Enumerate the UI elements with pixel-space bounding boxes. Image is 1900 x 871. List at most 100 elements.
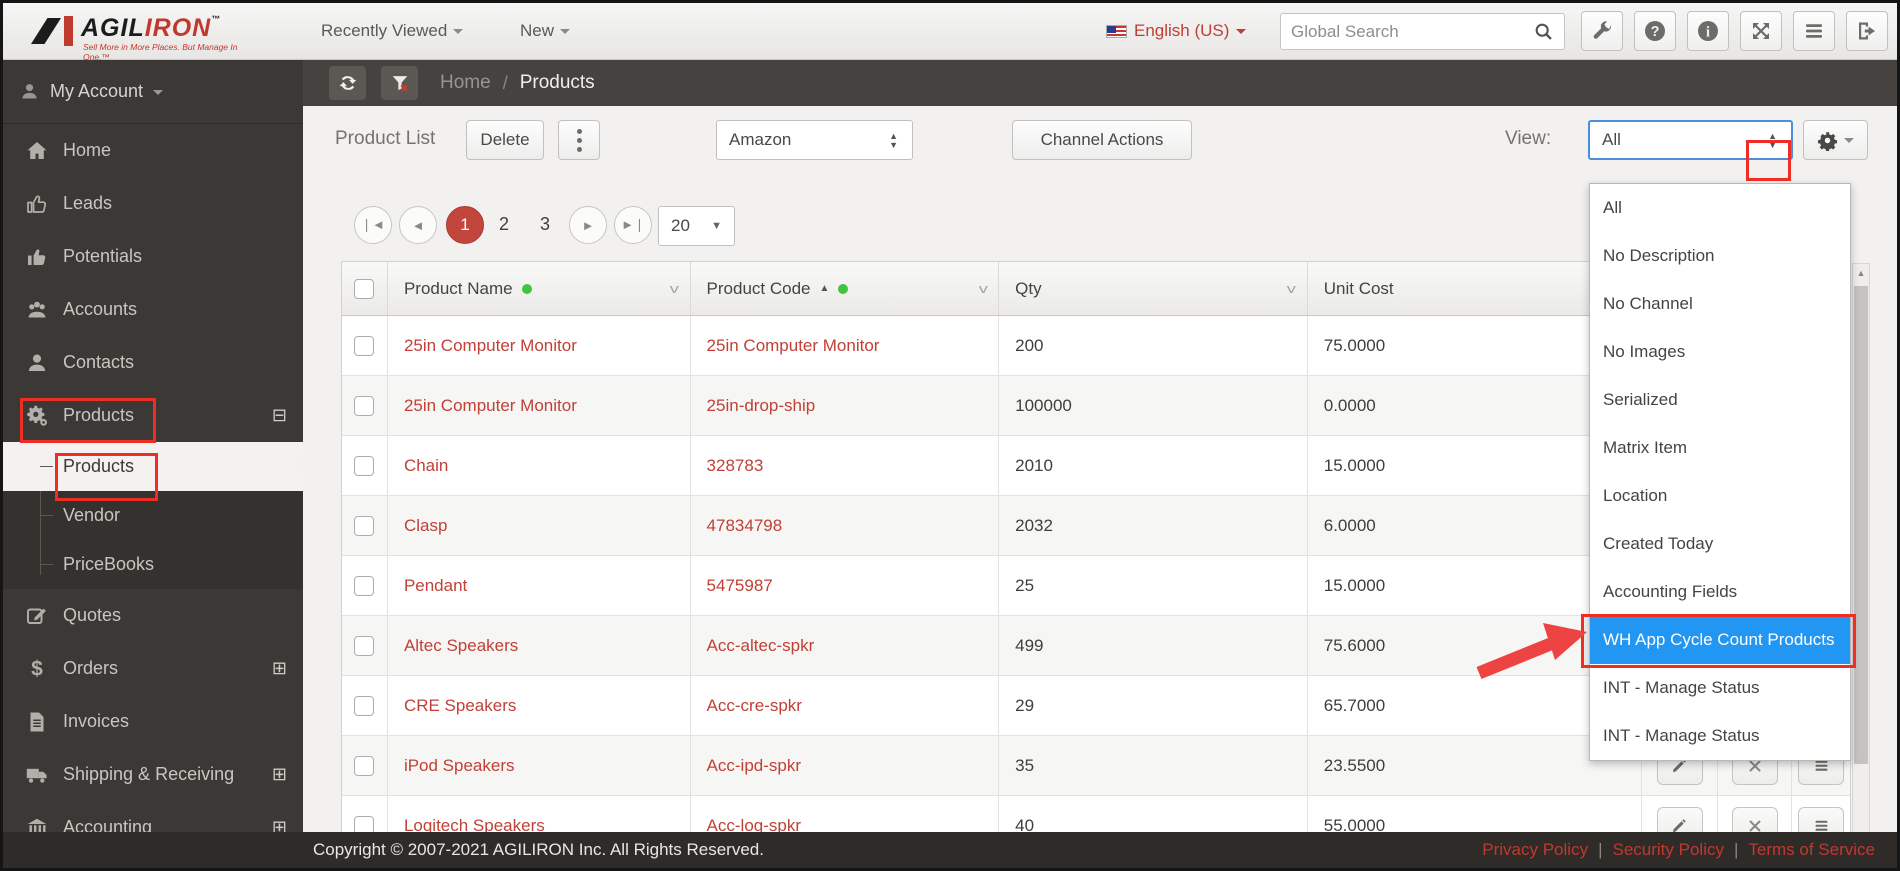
sidebar-item-quotes[interactable]: Quotes xyxy=(3,589,303,642)
scroll-up-icon[interactable]: ▲ xyxy=(1856,268,1866,278)
channel-select[interactable]: Amazon ▲ ▼ xyxy=(716,120,913,160)
agiliron-logo[interactable]: AGILIRON™ Sell More in More Places. But … xyxy=(31,10,261,62)
sidebar-item-products-sub[interactable]: Products xyxy=(3,442,303,491)
search-input[interactable] xyxy=(1281,21,1533,42)
menu-button[interactable] xyxy=(1793,11,1835,51)
page-3-button[interactable]: 3 xyxy=(540,214,551,234)
footer-link-privacy-policy[interactable]: Privacy Policy xyxy=(1482,840,1589,859)
last-page-button[interactable]: ►❘ xyxy=(614,206,652,244)
column-header-product-name[interactable]: Product Name v xyxy=(388,262,691,315)
product-name-link[interactable]: Logitech Speakers xyxy=(403,815,545,835)
product-name-cell: Altec Speakers xyxy=(388,616,691,675)
sidebar-item-label: Orders xyxy=(63,658,119,678)
search-icon[interactable] xyxy=(1533,21,1554,42)
product-name-link[interactable]: Clasp xyxy=(403,515,448,535)
column-header-qty[interactable]: Qty v xyxy=(999,262,1308,315)
sidebar-item-orders[interactable]: $ Orders ⊞ xyxy=(3,642,303,695)
column-header-product-code[interactable]: Product Code ▲ v xyxy=(691,262,1000,315)
vertical-scrollbar[interactable]: ▲ xyxy=(1852,263,1870,838)
product-code-link[interactable]: 47834798 xyxy=(706,515,783,535)
breadcrumb-home[interactable]: Home xyxy=(440,72,491,93)
product-code-link[interactable]: Acc-ipd-spkr xyxy=(706,755,802,775)
footer-link-security-policy[interactable]: Security Policy xyxy=(1612,840,1724,859)
view-settings-button[interactable] xyxy=(1803,120,1868,160)
view-option-created-today[interactable]: Created Today xyxy=(1603,534,1714,553)
product-name-link[interactable]: CRE Speakers xyxy=(403,695,517,715)
row-checkbox[interactable] xyxy=(354,455,375,476)
row-checkbox[interactable] xyxy=(354,335,375,356)
column-menu-icon[interactable]: v xyxy=(669,281,679,296)
expand-button[interactable] xyxy=(1740,11,1782,51)
language-selector[interactable]: English (US) xyxy=(1106,3,1247,59)
product-code-link[interactable]: Acc-log-spkr xyxy=(706,815,802,835)
previous-page-button[interactable]: ◄ xyxy=(399,206,437,244)
sidebar-item-accounts[interactable]: Accounts xyxy=(3,283,303,336)
row-checkbox[interactable] xyxy=(354,515,375,536)
view-option-location[interactable]: Location xyxy=(1603,486,1668,505)
view-option-all[interactable]: All xyxy=(1603,198,1622,217)
product-name-link[interactable]: Altec Speakers xyxy=(403,635,519,655)
row-checkbox[interactable] xyxy=(354,755,375,776)
product-code-link[interactable]: 25in-drop-ship xyxy=(706,395,816,415)
page-2-button[interactable]: 2 xyxy=(499,214,510,234)
page-1-button[interactable]: 1 xyxy=(446,206,484,244)
page-size-select[interactable]: 20 ▼ xyxy=(658,206,735,246)
menu-new[interactable]: New xyxy=(520,3,571,59)
expand-icon[interactable]: ⊞ xyxy=(271,658,287,678)
row-checkbox[interactable] xyxy=(354,695,375,716)
sidebar-item-leads[interactable]: Leads xyxy=(3,177,303,230)
expand-icon[interactable]: ⊞ xyxy=(271,764,287,784)
clear-filter-button[interactable]: ✖ xyxy=(381,66,418,100)
view-option-no-description[interactable]: No Description xyxy=(1603,246,1715,265)
more-actions-button[interactable] xyxy=(558,120,600,160)
view-option-int-manage-status[interactable]: INT - Manage Status xyxy=(1603,678,1760,697)
row-checkbox[interactable] xyxy=(354,635,375,656)
footer-link-terms-of-service[interactable]: Terms of Service xyxy=(1748,840,1875,859)
view-option-serialized[interactable]: Serialized xyxy=(1603,390,1678,409)
view-option-accounting-fields[interactable]: Accounting Fields xyxy=(1603,582,1738,601)
product-name-link[interactable]: 25in Computer Monitor xyxy=(403,395,577,415)
product-name-link[interactable]: Pendant xyxy=(403,575,468,595)
first-page-button[interactable]: ❘◄ xyxy=(354,206,392,244)
sidebar-item-products[interactable]: Products ⊟ xyxy=(3,389,303,442)
column-menu-icon[interactable]: v xyxy=(1286,281,1297,296)
wrench-button[interactable] xyxy=(1581,11,1623,51)
sidebar-item-invoices[interactable]: Invoices xyxy=(3,695,303,748)
product-name-link[interactable]: 25in Computer Monitor xyxy=(403,335,577,355)
sidebar-item-shipping-receiving[interactable]: Shipping & Receiving ⊞ xyxy=(3,748,303,801)
info-button[interactable]: i xyxy=(1687,11,1729,51)
sidebar-item-pricebooks-sub[interactable]: PriceBooks xyxy=(3,540,303,589)
product-code-link[interactable]: Acc-cre-spkr xyxy=(706,695,802,715)
logout-button[interactable] xyxy=(1846,11,1888,51)
channel-actions-button[interactable]: Channel Actions xyxy=(1012,120,1192,160)
select-all-checkbox[interactable] xyxy=(354,278,375,299)
column-menu-icon[interactable]: v xyxy=(978,281,988,296)
view-option-int-manage-status[interactable]: INT - Manage Status xyxy=(1603,726,1760,745)
help-button[interactable]: ? xyxy=(1634,11,1676,51)
view-option-wh-app-cycle-count-products[interactable]: WH App Cycle Count Products xyxy=(1590,616,1850,664)
product-code-link[interactable]: 25in Computer Monitor xyxy=(706,335,880,355)
product-name-link[interactable]: Chain xyxy=(403,455,449,475)
refresh-button[interactable] xyxy=(329,66,366,100)
view-option-matrix-item[interactable]: Matrix Item xyxy=(1603,438,1688,457)
sidebar-item-contacts[interactable]: Contacts xyxy=(3,336,303,389)
view-option-no-channel[interactable]: No Channel xyxy=(1603,294,1693,313)
view-option-no-images[interactable]: No Images xyxy=(1603,342,1686,361)
menu-recently-viewed[interactable]: Recently Viewed xyxy=(321,3,464,59)
row-checkbox[interactable] xyxy=(354,395,375,416)
scrollbar-thumb[interactable] xyxy=(1854,286,1868,764)
view-select[interactable]: All ▲ ▼ xyxy=(1588,120,1793,160)
product-code-link[interactable]: 328783 xyxy=(706,455,764,475)
delete-button[interactable]: Delete xyxy=(466,120,544,160)
product-code-link[interactable]: 5475987 xyxy=(706,575,773,595)
sidebar-item-potentials[interactable]: Potentials xyxy=(3,230,303,283)
sidebar-item-home[interactable]: Home xyxy=(3,124,303,177)
product-name-link[interactable]: iPod Speakers xyxy=(403,755,515,775)
my-account-menu[interactable]: My Account xyxy=(3,60,303,124)
next-page-button[interactable]: ► xyxy=(569,206,607,244)
collapse-icon[interactable]: ⊟ xyxy=(271,405,287,425)
product-code-link[interactable]: Acc-altec-spkr xyxy=(706,635,815,655)
row-checkbox[interactable] xyxy=(354,575,375,596)
main-content: Product List Delete Amazon ▲ ▼ Channel Ac… xyxy=(303,106,1897,838)
sidebar-item-vendor-sub[interactable]: Vendor xyxy=(3,491,303,540)
